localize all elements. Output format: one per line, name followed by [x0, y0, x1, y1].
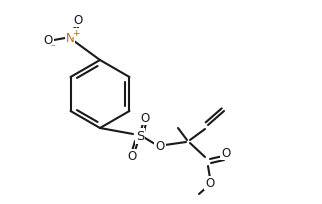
- Text: O: O: [128, 150, 137, 163]
- Text: ⁻: ⁻: [51, 43, 55, 52]
- Text: +: +: [72, 28, 80, 37]
- Text: N: N: [66, 32, 74, 45]
- Text: S: S: [136, 130, 144, 143]
- Text: O: O: [205, 177, 215, 190]
- Text: O: O: [140, 112, 150, 125]
- Text: O: O: [43, 34, 52, 47]
- Text: O: O: [73, 14, 83, 27]
- Text: O: O: [221, 147, 231, 160]
- Text: O: O: [156, 140, 165, 153]
